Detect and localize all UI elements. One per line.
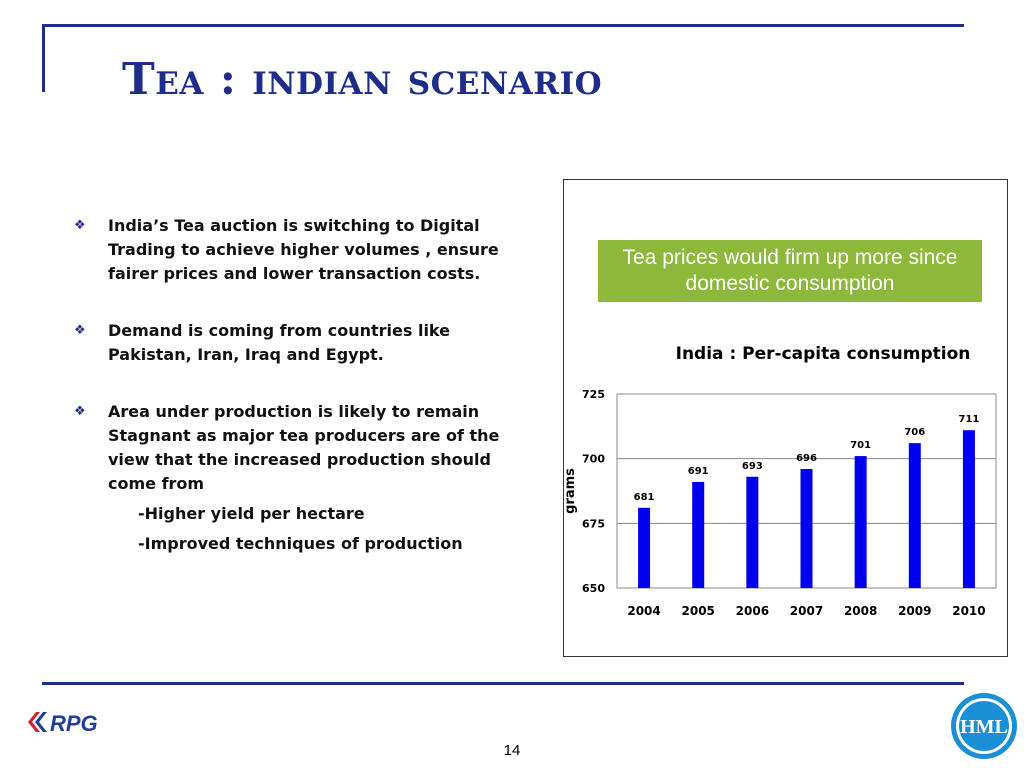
frame-bottom-line xyxy=(42,682,964,685)
x-tick-label: 2007 xyxy=(790,604,823,618)
y-tick-label: 675 xyxy=(582,517,605,530)
bullet-text: Area under production is likely to remai… xyxy=(108,402,500,493)
hml-logo-mark: HML xyxy=(951,693,1017,759)
hml-logo: HML xyxy=(948,690,1020,762)
sub-point: -Improved techniques of production xyxy=(138,534,463,553)
x-tick-label: 2004 xyxy=(627,604,660,618)
hml-logo-text: HML xyxy=(960,716,1008,738)
bar xyxy=(692,481,705,588)
y-tick-label: 650 xyxy=(582,582,605,595)
data-label: 701 xyxy=(850,440,871,451)
bar xyxy=(800,469,813,588)
chart-panel: Tea prices would firm up more since dome… xyxy=(563,179,1008,657)
y-tick-label: 725 xyxy=(582,388,605,401)
data-label: 691 xyxy=(688,466,709,477)
bar-chart: 650 675 700 725 grams 681 2004 691 2005 693 2006 69… xyxy=(564,388,997,618)
y-axis-label: grams xyxy=(564,468,578,514)
bullet-text: Demand is coming from countries like Pak… xyxy=(108,321,450,364)
x-tick-label: 2009 xyxy=(898,604,931,618)
slide-title: Tea : indian scenario xyxy=(122,54,603,105)
data-label: 696 xyxy=(796,453,817,464)
data-label: 693 xyxy=(742,461,763,472)
frame-left-line xyxy=(42,24,45,92)
x-tick-label: 2008 xyxy=(844,604,877,618)
x-tick-label: 2006 xyxy=(736,604,769,618)
diamond-bullet-icon: ❖ xyxy=(74,323,86,338)
data-label: 681 xyxy=(634,492,655,503)
bar xyxy=(908,443,921,588)
frame-top-line xyxy=(42,24,964,27)
rpg-logo-text: RPG xyxy=(50,711,98,736)
y-tick-label: 700 xyxy=(582,453,605,466)
data-label: 711 xyxy=(958,414,979,425)
rpg-logo: RPG xyxy=(26,705,106,743)
sub-point: -Higher yield per hectare xyxy=(138,504,365,523)
bullet-list: ❖ India’s Tea auction is switching to Di… xyxy=(74,214,524,589)
chart-title: India : Per-capita consumption xyxy=(675,344,971,364)
page-number: 14 xyxy=(503,742,521,759)
data-label: 706 xyxy=(904,427,925,438)
bar xyxy=(746,476,759,588)
x-tick-label: 2010 xyxy=(952,604,985,618)
callout-box: Tea prices would firm up more since dome… xyxy=(598,240,982,302)
bar xyxy=(638,507,651,588)
rpg-logo-mark: RPG xyxy=(28,711,98,736)
diamond-bullet-icon: ❖ xyxy=(74,404,86,419)
bullet-text: India’s Tea auction is switching to Digi… xyxy=(108,216,499,283)
bar xyxy=(854,456,867,588)
x-tick-label: 2005 xyxy=(682,604,715,618)
bullet-item: ❖ Demand is coming from countries like P… xyxy=(74,319,524,367)
bullet-item: ❖ India’s Tea auction is switching to Di… xyxy=(74,214,524,286)
bar xyxy=(962,430,975,588)
diamond-bullet-icon: ❖ xyxy=(74,218,86,233)
bullet-item: ❖ Area under production is likely to rem… xyxy=(74,400,524,556)
